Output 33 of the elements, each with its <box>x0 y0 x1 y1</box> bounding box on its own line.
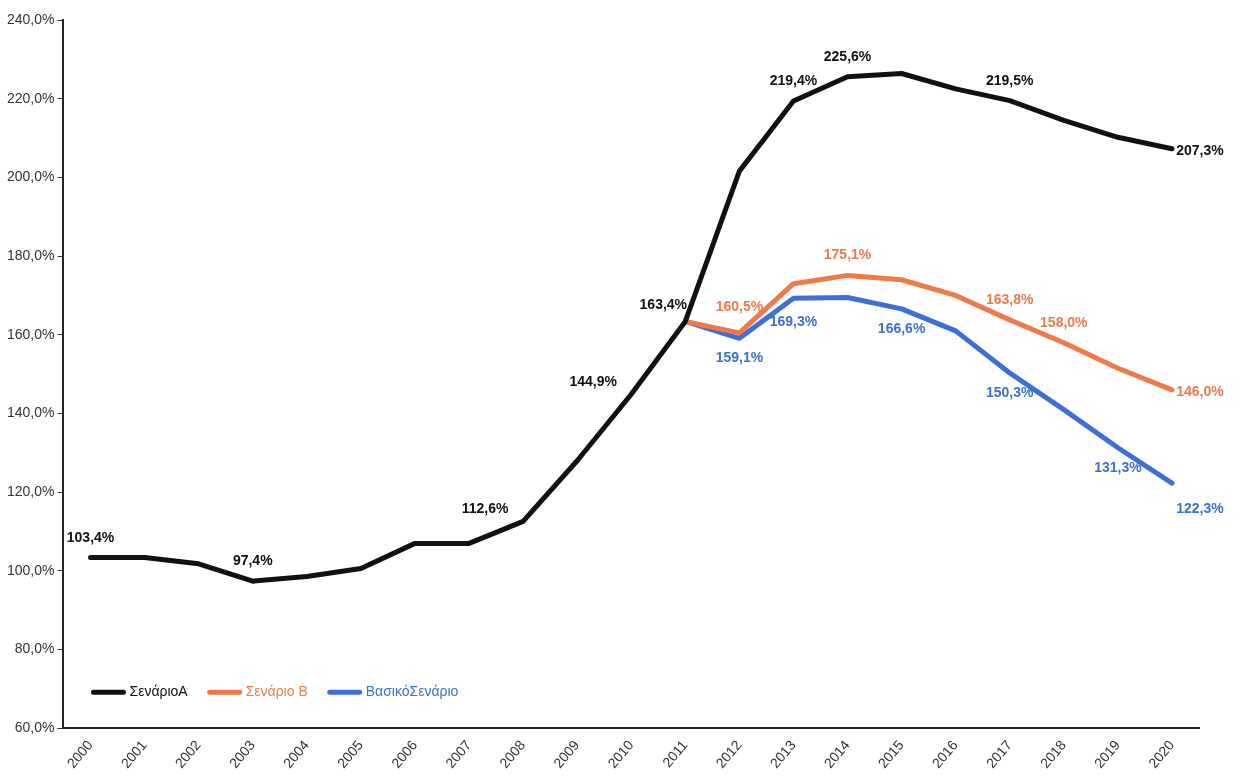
data-label: 225,6% <box>823 47 872 64</box>
data-label: 97,4% <box>232 552 274 569</box>
y-tick-label: 240,0% <box>7 10 55 27</box>
data-label: 175,1% <box>823 246 872 263</box>
data-label: 219,5% <box>986 71 1035 88</box>
data-label: 207,3% <box>1176 141 1225 158</box>
data-label: 150,3% <box>986 383 1035 400</box>
data-label: 122,3% <box>1176 500 1225 517</box>
legend-label: Σενάριο B <box>245 683 308 700</box>
data-label: 159,1% <box>715 349 764 366</box>
data-label: 103,4% <box>66 528 115 545</box>
data-label: 144,9% <box>569 373 618 390</box>
y-tick-label: 100,0% <box>7 561 55 578</box>
legend-label: ΒασικόΣενάριο <box>365 683 459 700</box>
data-label: 219,4% <box>769 72 818 89</box>
data-label: 146,0% <box>1176 382 1225 399</box>
legend-label: ΣενάριοA <box>129 683 189 700</box>
y-tick-label: 120,0% <box>7 483 55 500</box>
data-label: 169,3% <box>769 313 818 330</box>
data-label: 112,6% <box>461 500 509 517</box>
data-label: 160,5% <box>715 297 764 314</box>
data-label: 163,4% <box>639 296 688 313</box>
y-tick-label: 80,0% <box>14 640 55 657</box>
y-tick-label: 220,0% <box>7 89 55 106</box>
data-label: 163,8% <box>986 290 1035 307</box>
y-tick-label: 160,0% <box>7 325 55 342</box>
y-tick-label: 60,0% <box>14 719 55 736</box>
data-label: 131,3% <box>1094 458 1143 475</box>
y-tick-label: 200,0% <box>7 168 55 185</box>
data-label: 158,0% <box>1040 313 1089 330</box>
y-tick-label: 140,0% <box>7 404 55 421</box>
y-tick-label: 180,0% <box>7 246 55 263</box>
data-label: 166,6% <box>877 319 926 336</box>
